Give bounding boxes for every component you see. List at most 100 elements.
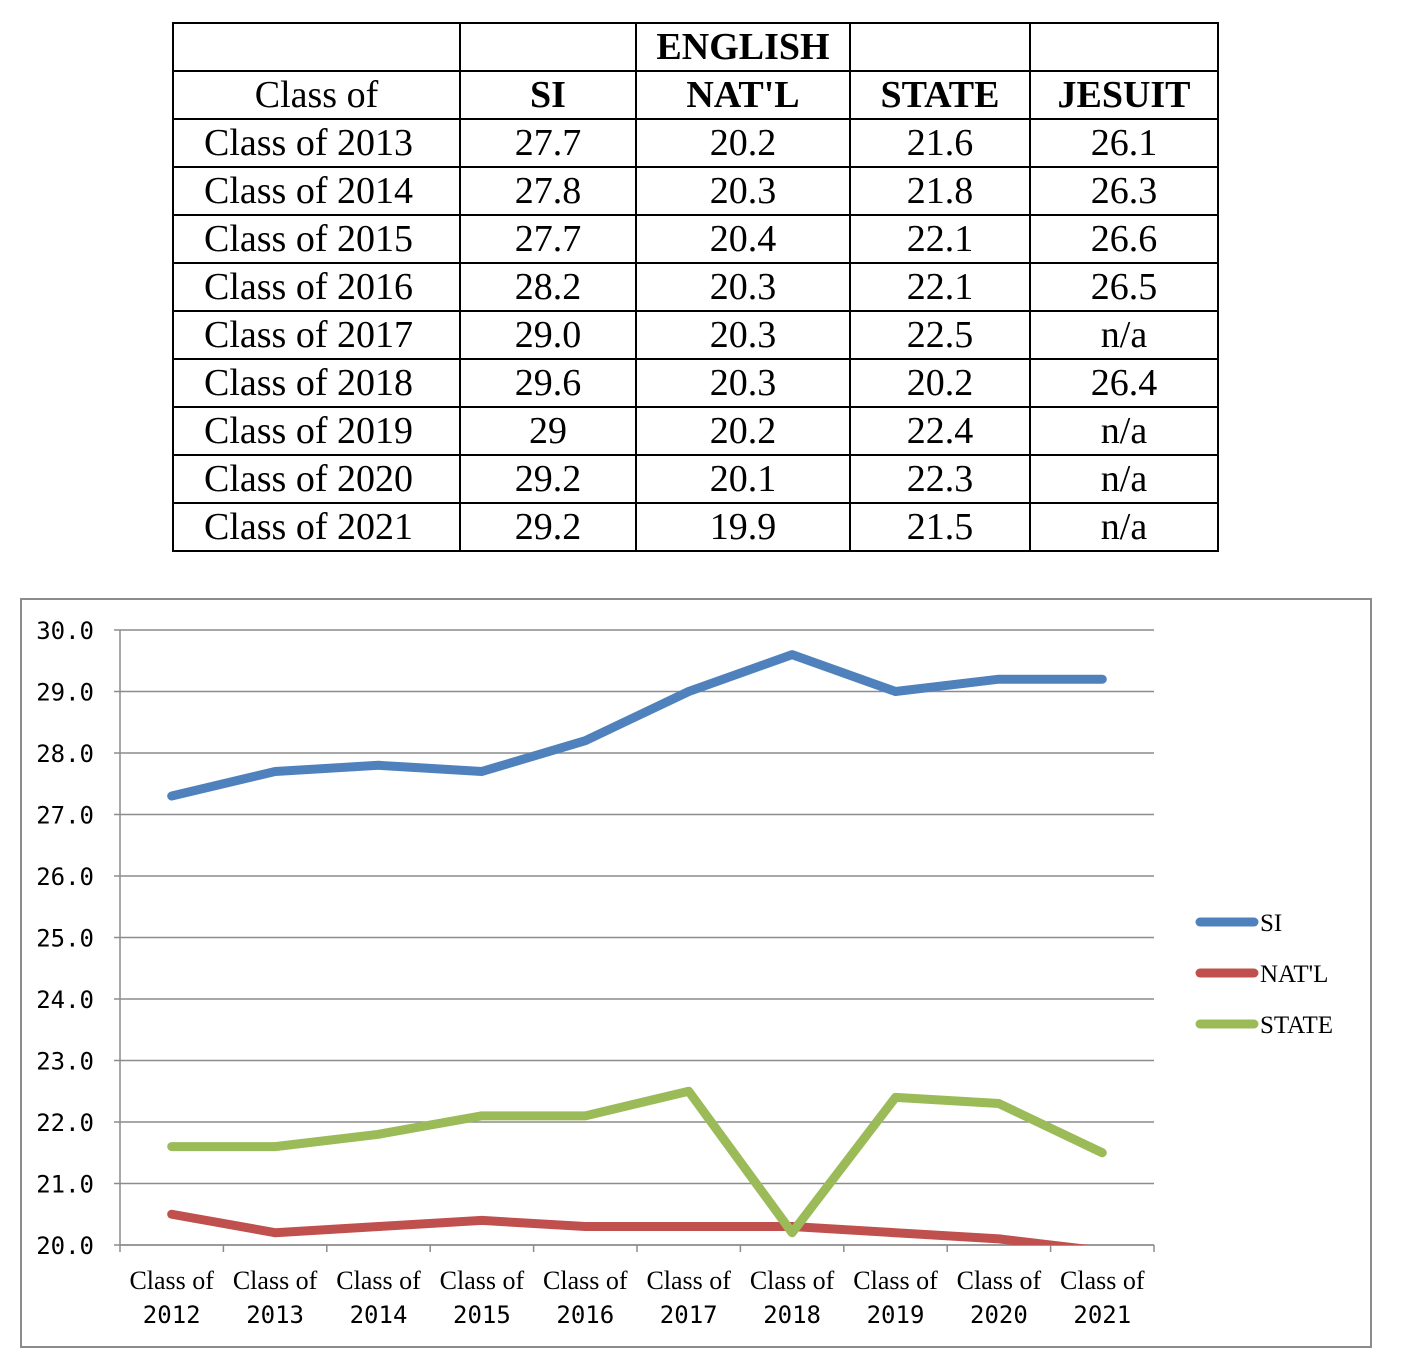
row-label-cell: Class of 2019: [172, 406, 461, 456]
table-cell: 22.1: [849, 214, 1031, 264]
table-cell: n/a: [1029, 310, 1219, 360]
score-table: ENGLISH Class of SI NAT'L STATE JESUIT C…: [172, 22, 1219, 552]
table-row: Class of 2016 28.2 20.3 22.1 26.5: [172, 262, 1219, 312]
table-cell: n/a: [1029, 454, 1219, 504]
header-natl: NAT'L: [635, 70, 851, 120]
table-cell: 29.2: [459, 502, 637, 552]
header-top-cell: [459, 22, 637, 72]
table-row: Class of 2019 29 20.2 22.4 n/a: [172, 406, 1219, 456]
y-tick-label: 21.0: [36, 1171, 94, 1199]
table-cell: n/a: [1029, 502, 1219, 552]
series-line-state: [167, 1086, 1107, 1238]
x-tick-label: Class of: [440, 1266, 525, 1295]
table-cell: 22.5: [849, 310, 1031, 360]
x-tick-label: 2016: [556, 1301, 614, 1329]
x-tick-label: 2012: [143, 1301, 201, 1329]
table-cell: 29.0: [459, 310, 637, 360]
table-cell: n/a: [1029, 406, 1219, 456]
header-top-english: ENGLISH: [635, 22, 851, 72]
header-class-of: Class of: [172, 70, 461, 120]
table-cell: 29.6: [459, 358, 637, 408]
table-cell: 27.7: [459, 118, 637, 168]
x-tick-label: Class of: [233, 1266, 318, 1295]
table-cell: 20.3: [635, 166, 851, 216]
header-top-cell: [849, 22, 1031, 72]
y-tick-label: 24.0: [36, 986, 94, 1014]
y-tick-label: 22.0: [36, 1109, 94, 1137]
table-cell: 29: [459, 406, 637, 456]
x-tick-label: 2014: [350, 1301, 408, 1329]
x-tick-label: 2021: [1073, 1301, 1131, 1329]
legend-label: SI: [1260, 910, 1282, 937]
table-cell: 20.3: [635, 358, 851, 408]
row-label-cell: Class of 2013: [172, 118, 461, 168]
x-tick-label: 2015: [453, 1301, 511, 1329]
table-cell: 20.3: [635, 262, 851, 312]
x-tick-label: Class of: [543, 1266, 628, 1295]
table-cell: 20.4: [635, 214, 851, 264]
line-chart: 20.0 21.0 22.0 23.0 24.0 25.0 26.0 27.0 28.0 29.0…: [36, 617, 1333, 1329]
table-cell: 27.7: [459, 214, 637, 264]
y-tick-label: 20.0: [36, 1232, 94, 1260]
row-label-cell: Class of 2016: [172, 262, 461, 312]
table-cell: 22.3: [849, 454, 1031, 504]
table-cell: 26.5: [1029, 262, 1219, 312]
x-tick-label: 2019: [867, 1301, 925, 1329]
table-row: Class of 2018 29.6 20.3 20.2 26.4: [172, 358, 1219, 408]
table-cell: 20.2: [635, 406, 851, 456]
table-cell: 21.8: [849, 166, 1031, 216]
table-cell: 26.3: [1029, 166, 1219, 216]
chart-frame: 20.0 21.0 22.0 23.0 24.0 25.0 26.0 27.0 28.0 29.0…: [20, 598, 1372, 1348]
row-label-cell: Class of 2015: [172, 214, 461, 264]
x-tick-label: 2020: [970, 1301, 1028, 1329]
legend-label: STATE: [1260, 1012, 1333, 1039]
table-cell: 27.8: [459, 166, 637, 216]
table-cell: 26.4: [1029, 358, 1219, 408]
row-label-cell: Class of 2018: [172, 358, 461, 408]
x-tick-label: 2017: [660, 1301, 718, 1329]
table-row: Class of 2021 29.2 19.9 21.5 n/a: [172, 502, 1219, 552]
header-state: STATE: [849, 70, 1031, 120]
table-cell: 22.4: [849, 406, 1031, 456]
table-row: Class of 2013 27.7 20.2 21.6 26.1: [172, 118, 1219, 168]
table-cell: 21.6: [849, 118, 1031, 168]
header-top-cell: [172, 22, 461, 72]
x-tick-label: Class of: [853, 1266, 938, 1295]
series-line-si: [167, 650, 1107, 801]
x-tick-label: Class of: [750, 1266, 835, 1295]
header-jesuit: JESUIT: [1029, 70, 1219, 120]
table-header-top-row: ENGLISH: [172, 22, 1219, 72]
x-tick-label: Class of: [646, 1266, 731, 1295]
table-cell: 20.2: [635, 118, 851, 168]
y-tick-label: 23.0: [36, 1048, 94, 1076]
y-tick-label: 27.0: [36, 802, 94, 830]
x-tick-label: Class of: [336, 1266, 421, 1295]
table-cell: 20.3: [635, 310, 851, 360]
table-header-row: Class of SI NAT'L STATE JESUIT: [172, 70, 1219, 120]
table-row: Class of 2015 27.7 20.4 22.1 26.6: [172, 214, 1219, 264]
header-top-cell: [1029, 22, 1219, 72]
table-row: Class of 2020 29.2 20.1 22.3 n/a: [172, 454, 1219, 504]
table-body: Class of 2013 27.7 20.2 21.6 26.1 Class of 20…: [172, 118, 1219, 552]
row-label-cell: Class of 2017: [172, 310, 461, 360]
x-tick-label: Class of: [957, 1266, 1042, 1295]
row-label-cell: Class of 2021: [172, 502, 461, 552]
table-row: Class of 2014 27.8 20.3 21.8 26.3: [172, 166, 1219, 216]
table-cell: 20.1: [635, 454, 851, 504]
row-label-cell: Class of 2014: [172, 166, 461, 216]
legend-label: NAT'L: [1260, 961, 1328, 988]
table-cell: 22.1: [849, 262, 1031, 312]
y-tick-label: 28.0: [36, 740, 94, 768]
table-row: Class of 2017 29.0 20.3 22.5 n/a: [172, 310, 1219, 360]
y-tick-label: 25.0: [36, 925, 94, 953]
table-cell: 19.9: [635, 502, 851, 552]
table-cell: 29.2: [459, 454, 637, 504]
y-tick-label: 30.0: [36, 617, 94, 645]
x-tick-label: 2013: [246, 1301, 304, 1329]
table-cell: 21.5: [849, 502, 1031, 552]
table-cell: 20.2: [849, 358, 1031, 408]
table-cell: 26.6: [1029, 214, 1219, 264]
y-tick-label: 29.0: [36, 679, 94, 707]
x-tick-label: 2018: [763, 1301, 821, 1329]
series-line-natl: [167, 1209, 1089, 1245]
